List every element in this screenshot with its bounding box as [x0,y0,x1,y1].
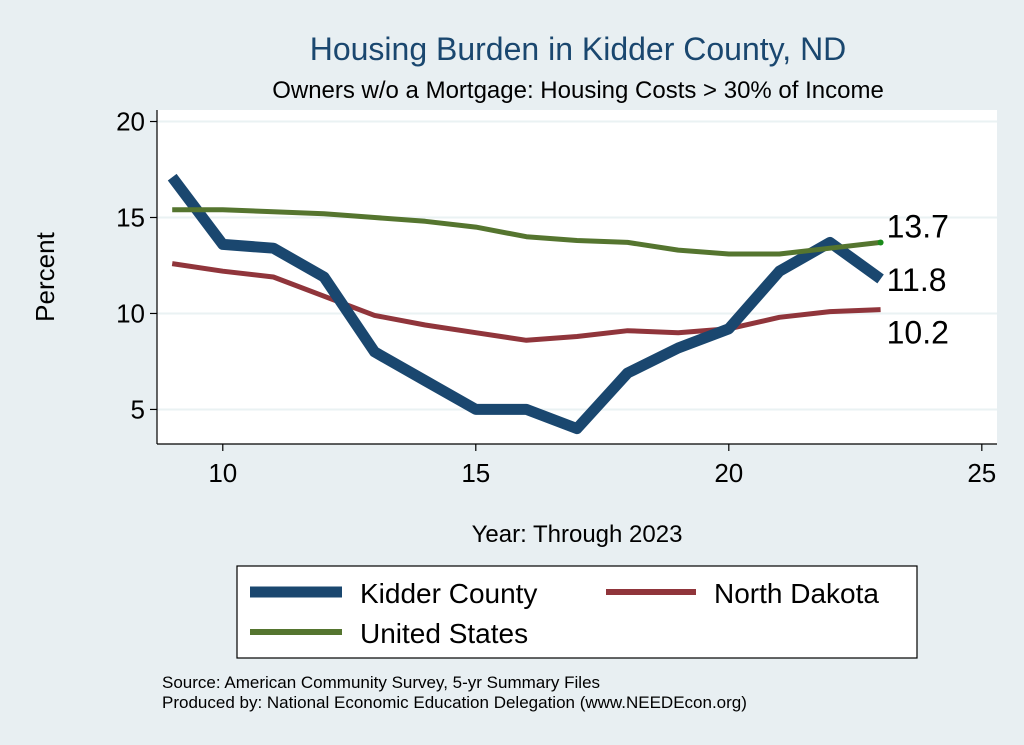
legend-label-nd: North Dakota [714,578,879,609]
end-label-united-states: 13.7 [887,208,949,244]
y-tick-label: 15 [116,202,145,232]
end-label-kidder-county: 11.8 [887,262,947,298]
y-tick-label: 20 [116,107,145,137]
x-tick-label: 20 [714,458,743,488]
end-labels: 11.8 10.2 13.7 [887,208,949,350]
y-tick-label: 5 [131,394,145,424]
x-tick-label: 10 [208,458,237,488]
x-tick-label: 15 [461,458,490,488]
plot-area [157,110,997,444]
producer-note: Produced by: National Economic Education… [162,693,747,712]
end-label-north-dakota: 10.2 [887,315,949,351]
y-tick-label: 10 [116,298,145,328]
us-endpoint-marker [877,239,884,246]
series-lines [167,173,884,435]
series-line-kidder-county [167,173,884,435]
axis-ticks: 5 10 15 20 10 15 20 25 [116,107,996,488]
y-axis-label: Percent [30,231,60,321]
chart-subtitle: Owners w/o a Mortgage: Housing Costs > 3… [272,77,884,104]
grid-lines [157,120,997,411]
legend-box [236,565,918,659]
x-axis-label: Year: Through 2023 [472,521,683,548]
series-line-united-states [172,207,881,257]
series-line-north-dakota [171,261,881,343]
source-note: Source: American Community Survey, 5-yr … [162,673,600,692]
legend: Kidder County North Dakota United States [236,565,918,659]
legend-label-us: United States [360,618,528,649]
chart-title: Housing Burden in Kidder County, ND [310,31,847,67]
x-tick-label: 25 [967,458,996,488]
legend-label-kidder: Kidder County [360,578,537,609]
